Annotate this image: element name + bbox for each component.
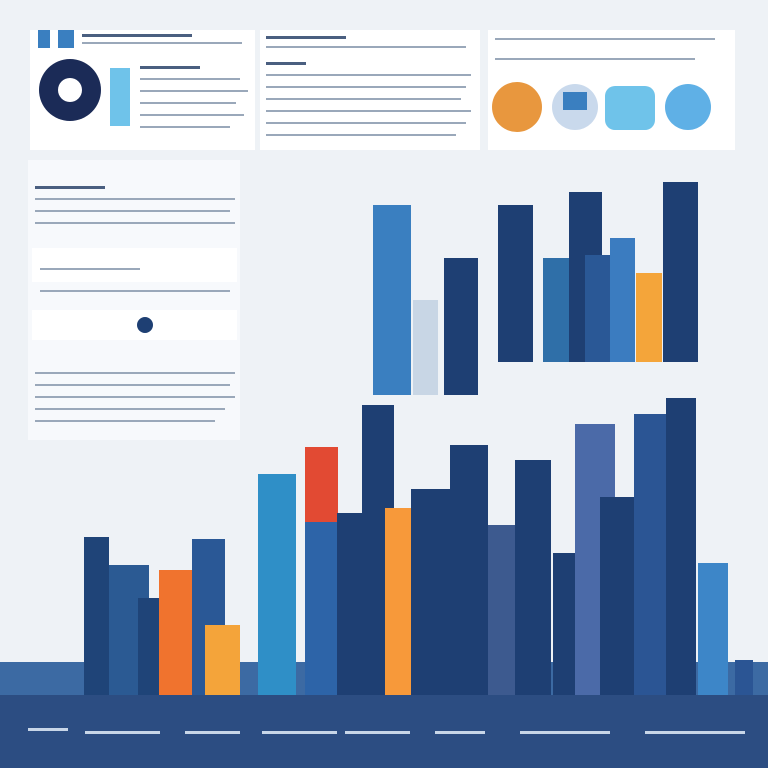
bar-shape — [634, 414, 666, 695]
text-line — [266, 74, 471, 76]
footer-labels — [28, 728, 745, 734]
text-line — [140, 102, 236, 104]
panel — [260, 30, 480, 150]
icon-circle — [492, 82, 542, 132]
text-line — [35, 198, 235, 200]
avatar-icon — [58, 78, 82, 102]
bar-shape — [411, 489, 451, 695]
bar-shape — [305, 522, 338, 695]
bar-shape — [413, 300, 438, 395]
bar-shape — [698, 563, 728, 695]
text-line — [266, 122, 466, 124]
text-line — [35, 222, 235, 224]
icon — [38, 30, 50, 48]
icon-circle — [665, 84, 711, 130]
bar-shape — [735, 660, 753, 695]
icon — [137, 317, 153, 333]
bar-shape — [585, 255, 610, 362]
text-line — [266, 36, 346, 39]
text-line — [40, 268, 140, 270]
bar-shape — [205, 625, 240, 695]
text-line — [266, 62, 306, 65]
bar-shape — [373, 205, 411, 395]
text-line — [35, 210, 230, 212]
text-line — [35, 408, 225, 410]
text-line — [35, 396, 235, 398]
text-line — [140, 90, 248, 92]
label-line — [345, 731, 410, 734]
card — [32, 310, 237, 340]
bar-shape — [444, 258, 478, 395]
bar-shape — [498, 205, 533, 362]
label-line — [520, 731, 610, 734]
label-line — [435, 731, 485, 734]
text-line — [82, 34, 192, 37]
icon-block — [110, 68, 130, 126]
bar-shape — [543, 258, 571, 362]
label-line — [28, 728, 68, 731]
bar-shape — [305, 447, 338, 522]
text-line — [266, 110, 471, 112]
bar-shape — [258, 474, 296, 695]
bar-shape — [515, 460, 551, 695]
bar-shape — [385, 508, 411, 695]
icon — [58, 30, 74, 48]
top-panels — [30, 30, 735, 150]
text-line — [82, 42, 242, 44]
bar-shape — [488, 525, 516, 695]
text-line — [35, 186, 105, 189]
text-line — [140, 114, 244, 116]
text-line — [495, 38, 715, 40]
icon — [563, 92, 587, 110]
text-lines — [266, 36, 471, 136]
label-line — [185, 731, 240, 734]
bar-shape — [636, 273, 662, 362]
text-line — [140, 66, 200, 69]
text-line — [266, 86, 466, 88]
text-line — [140, 78, 240, 80]
text-line — [40, 290, 230, 292]
bar-shape — [159, 570, 193, 695]
bar-shape — [610, 238, 635, 362]
bar-shape — [450, 445, 488, 695]
upper-bars — [373, 182, 698, 395]
card — [32, 248, 237, 282]
text-line — [495, 58, 695, 60]
left-panel — [28, 160, 240, 440]
text-line — [35, 372, 235, 374]
label-line — [85, 731, 160, 734]
text-lines — [82, 34, 248, 128]
text-line — [266, 46, 466, 48]
icon-box — [605, 86, 655, 130]
label-line — [645, 731, 745, 734]
text-line — [35, 420, 215, 422]
bar-shape — [84, 537, 109, 695]
label-line — [262, 731, 337, 734]
text-line — [35, 384, 230, 386]
text-line — [266, 98, 461, 100]
bar-shape — [600, 497, 635, 695]
text-line — [140, 126, 230, 128]
lower-bars — [84, 398, 753, 695]
panel — [28, 160, 240, 440]
bar-shape — [138, 598, 160, 695]
bar-shape — [663, 182, 698, 362]
text-line — [266, 134, 456, 136]
bar-shape — [666, 398, 696, 695]
